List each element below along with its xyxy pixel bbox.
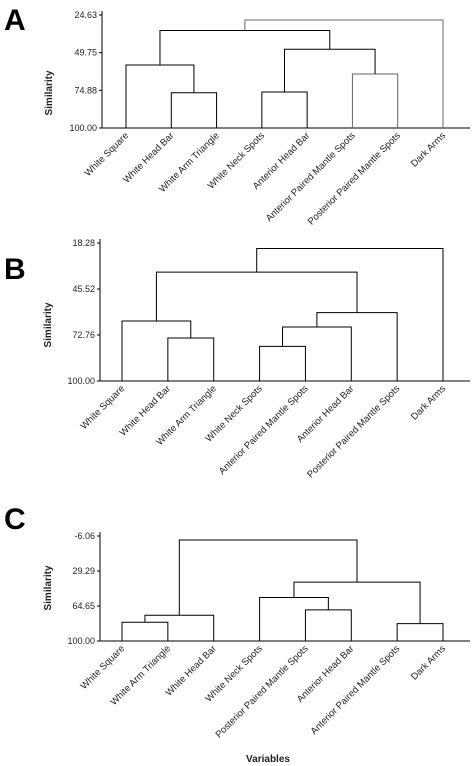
dendrogram-panel-a: A Similarity 24.63 49.75 74.88 100.00White …: [4, 4, 470, 227]
y-tick-label: 64.65: [72, 601, 95, 611]
y-tick-label: 24.63: [74, 10, 97, 20]
panel-letter: A: [4, 4, 26, 37]
dendrogram-panel-b: B Similarity 18.28 45.52 72.76 100.00White …: [4, 238, 470, 480]
y-axis-label: Similarity: [43, 302, 54, 347]
dendrogram-link: [261, 91, 308, 128]
y-tick-label: -6.06: [74, 531, 95, 541]
y-tick-label: 100.00: [69, 123, 97, 133]
y-axis-label: Similarity: [44, 70, 55, 115]
dendrogram-link: [316, 312, 398, 381]
leaf-label: Dark Arms: [409, 643, 448, 682]
leaf-label: White Square: [79, 643, 127, 691]
y-tick-label: 29.29: [72, 566, 95, 576]
dendrogram-link: [125, 64, 195, 128]
dendrogram-link: [256, 247, 444, 381]
dendrogram-link: [259, 345, 306, 381]
leaf-label: Posterior Paired Mantle Spots: [306, 130, 403, 227]
y-tick-label: 100.00: [67, 376, 95, 386]
dendrogram-link: [155, 271, 358, 322]
leaf-label: Anterior Paired Mantle Spots: [309, 643, 403, 737]
dendrogram-link: [159, 30, 331, 66]
dendrogram-link: [259, 596, 329, 641]
x-axis-label: Variables: [246, 754, 290, 765]
dendrogram-link: [244, 19, 444, 128]
panel-letter: C: [4, 503, 26, 536]
dendrogram-link: [293, 581, 421, 624]
dendrogram-link: [396, 623, 444, 641]
leaf-label: White Square: [79, 383, 127, 431]
dendrogram-link: [121, 320, 192, 381]
y-tick-label: 49.75: [74, 48, 97, 58]
y-tick-label: 72.76: [72, 330, 95, 340]
leaf-label: White Square: [83, 130, 131, 178]
y-tick-label: 45.52: [72, 284, 95, 294]
dendrogram-panel-c: C Similarity Variables -6.06 29.29 64.65 10…: [4, 503, 470, 765]
dendrogram-link: [178, 539, 358, 616]
dendrogram-link: [144, 614, 215, 641]
leaf-label: Posterior Paired Mantle Spots: [214, 643, 311, 740]
y-axis-label: Similarity: [43, 565, 54, 610]
panel-letter: B: [4, 253, 26, 286]
y-tick-label: 74.88: [74, 85, 97, 95]
leaf-label: Dark Arms: [409, 383, 448, 422]
dendrogram-link: [351, 73, 399, 128]
leaf-label: Anterior Paired Mantle Spots: [264, 130, 358, 224]
y-tick-label: 18.28: [72, 238, 95, 248]
leaf-label: Posterior Paired Mantle Spots: [305, 383, 402, 480]
dendrogram-link: [304, 609, 352, 641]
dendrogram-link: [282, 326, 352, 381]
leaf-label: Anterior Paired Mantle Spots: [217, 383, 311, 477]
dendrogram-link: [121, 621, 169, 641]
dendrogram-link: [170, 92, 218, 128]
leaf-label: Dark Arms: [409, 130, 448, 169]
y-tick-label: 100.00: [67, 636, 95, 646]
dendrogram-link: [167, 337, 215, 381]
dendrogram-link: [284, 48, 376, 93]
